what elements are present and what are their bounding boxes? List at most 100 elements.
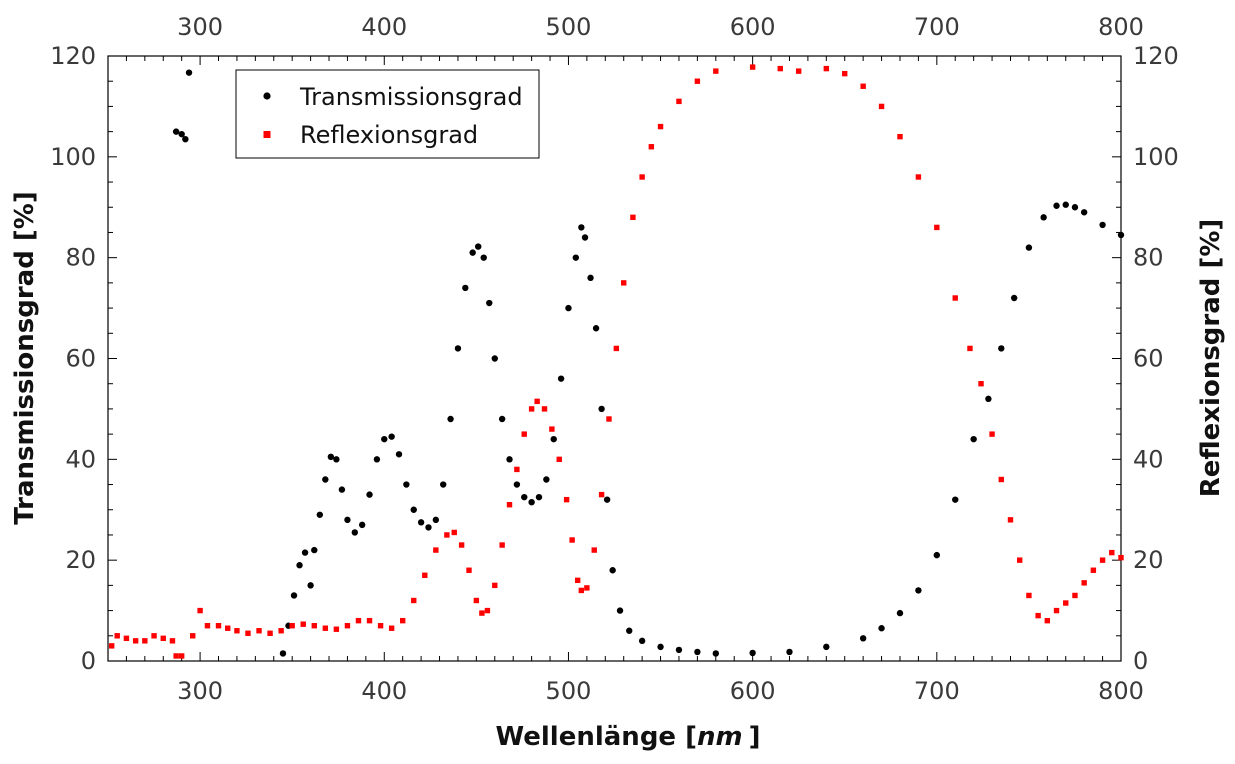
reflection-point	[484, 607, 491, 614]
reflection-point	[657, 123, 664, 130]
reflection-point	[245, 630, 251, 636]
transmission-point	[290, 592, 298, 599]
y-tick-label-left: 80	[65, 244, 96, 272]
reflection-point	[160, 635, 166, 642]
transmission-point	[1071, 204, 1079, 211]
y-tick-label-left: 40	[65, 445, 96, 473]
reflection-point	[178, 653, 185, 659]
reflection-point	[1081, 580, 1087, 586]
transmission-point	[550, 435, 557, 443]
legend-label-transmission: Transmissionsgrad	[299, 83, 523, 111]
reflection-point	[598, 491, 605, 498]
y-axis-title-right: Reflexionsgrad [%]	[1196, 219, 1226, 498]
reflection-point	[823, 65, 830, 72]
transmission-point	[896, 609, 904, 617]
reflection-point	[521, 431, 527, 437]
reflection-point	[388, 625, 395, 631]
transmission-point	[1062, 201, 1069, 208]
reflection-point	[458, 542, 465, 548]
reflection-point	[897, 133, 903, 140]
reflection-point	[123, 635, 130, 642]
x-tick-label: 600	[730, 677, 776, 705]
y-tick-label-right: 20	[1133, 546, 1164, 574]
reflection-point	[1090, 567, 1097, 573]
transmission-point	[432, 516, 440, 524]
transmission-point	[1080, 209, 1088, 216]
transmission-point	[513, 481, 521, 488]
x-axis-title: Wellenlänge [nm]	[496, 722, 761, 752]
transmission-point	[998, 345, 1005, 352]
reflection-point	[422, 572, 428, 578]
transmission-point	[480, 254, 487, 261]
reflection-point	[267, 630, 273, 636]
x-tick-label-top: 400	[361, 13, 407, 41]
reflection-point	[630, 214, 636, 221]
transmission-point	[712, 650, 719, 657]
reflection-point	[967, 345, 973, 352]
x-tick-label: 300	[177, 677, 223, 705]
y-tick-label-right: 0	[1133, 647, 1148, 675]
y-tick-label-left: 120	[50, 42, 96, 70]
transmission-point	[786, 648, 793, 656]
reflection-point	[108, 643, 115, 649]
reflection-point	[569, 537, 575, 543]
reflection-point	[506, 502, 513, 508]
reflection-point	[204, 623, 211, 629]
transmission-point	[616, 607, 624, 614]
x-axis-title-unit: nm	[697, 722, 743, 752]
transmission-point	[410, 506, 417, 513]
transmission-point	[565, 304, 572, 312]
reflection-point	[1044, 617, 1051, 624]
y-tick-label-right: 120	[1133, 42, 1179, 70]
transmission-point	[521, 493, 528, 501]
reflection-point	[444, 532, 450, 538]
reflection-point	[563, 496, 570, 503]
reflection-point	[197, 607, 203, 614]
y-tick-label-left: 20	[65, 546, 96, 574]
transmission-point	[447, 415, 454, 423]
reflection-point	[142, 638, 148, 644]
transmission-point	[307, 582, 314, 589]
y-tick-label-right: 80	[1133, 244, 1164, 272]
transmission-point	[296, 562, 303, 569]
reflection-point	[225, 625, 231, 631]
x-axis-title-main: Wellenlänge [	[496, 722, 698, 752]
reflection-point	[333, 626, 340, 632]
x-tick-label-top: 600	[730, 13, 776, 41]
transmission-point	[469, 249, 476, 256]
transmission-point	[425, 524, 432, 531]
transmission-point	[344, 516, 351, 524]
reflection-point	[648, 144, 655, 150]
transmission-point	[1040, 214, 1047, 221]
transmission-point	[491, 355, 498, 362]
y-tick-label-right: 40	[1133, 445, 1164, 473]
y-tick-label-left: 0	[81, 647, 96, 675]
transmission-point	[915, 587, 922, 594]
transmission-point	[657, 643, 664, 651]
transmission-point	[626, 627, 633, 634]
transmission-point	[388, 433, 395, 440]
reflection-point	[621, 280, 627, 286]
reflection-point	[466, 567, 472, 573]
series-transmission	[172, 69, 1125, 657]
series-reflection	[108, 64, 1124, 659]
reflection-point	[998, 476, 1004, 483]
reflection-point	[492, 582, 498, 589]
transmission-point	[279, 650, 287, 657]
reflection-point	[278, 628, 284, 634]
reflection-point	[256, 628, 262, 634]
reflection-point	[915, 174, 922, 180]
reflection-point	[499, 542, 505, 548]
reflection-point	[556, 456, 562, 463]
transmission-point	[985, 395, 992, 403]
transmission-point	[933, 551, 941, 559]
reflection-point	[578, 587, 585, 594]
transmission-point	[417, 519, 425, 526]
x-axis-title-close: ]	[749, 722, 761, 752]
reflection-point	[989, 431, 995, 437]
transmission-point	[675, 646, 683, 654]
reflection-point	[1017, 557, 1023, 563]
transmission-point	[395, 451, 403, 458]
